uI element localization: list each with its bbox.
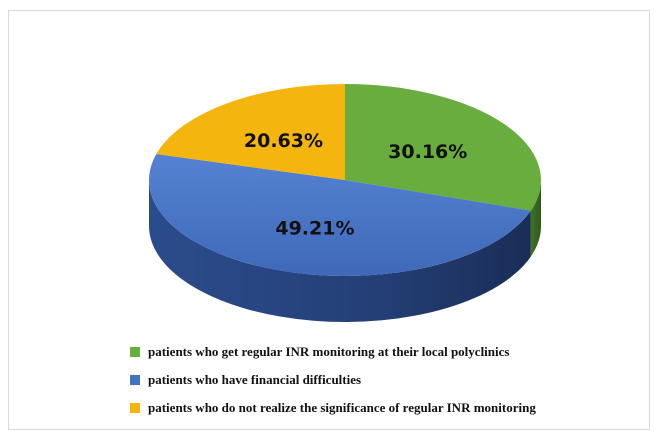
legend-swatch-1 (130, 375, 140, 385)
pie-labels: 30.16% 49.21% 20.63% (244, 130, 467, 239)
legend: patients who get regular INR monitoring … (130, 338, 536, 422)
legend-item-0: patients who get regular INR monitoring … (130, 338, 536, 366)
pie-slice-0 (345, 84, 541, 211)
data-label-1: 49.21% (275, 218, 354, 240)
pie-sides (149, 180, 541, 322)
data-label-0: 30.16% (388, 141, 467, 163)
legend-label-0: patients who get regular INR monitoring … (148, 344, 510, 359)
pie-side-1 (149, 180, 531, 322)
pie-side-0 (530, 180, 541, 257)
legend-item-1: patients who have financial difficulties (130, 366, 536, 394)
legend-label-1: patients who have financial difficulties (148, 372, 362, 387)
legend-label-2: patients who do not realize the signific… (148, 400, 536, 415)
legend-item-2: patients who do not realize the signific… (130, 394, 536, 422)
pie-tops (149, 84, 541, 276)
pie-slice-2 (156, 84, 345, 180)
pie-slice-1 (149, 153, 531, 276)
data-label-2: 20.63% (244, 130, 323, 152)
legend-swatch-0 (130, 347, 140, 357)
legend-swatch-2 (130, 403, 140, 413)
